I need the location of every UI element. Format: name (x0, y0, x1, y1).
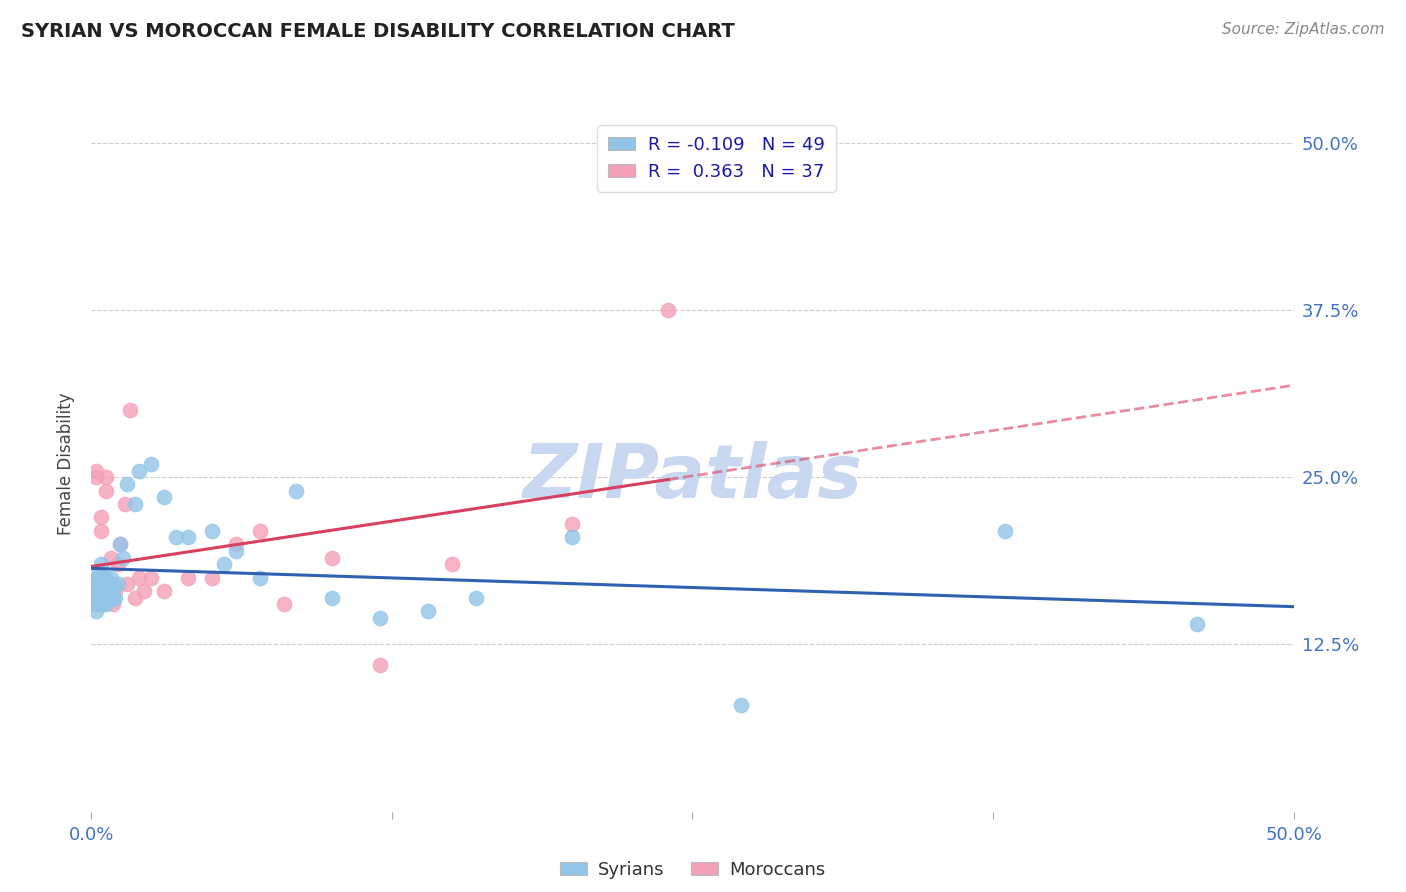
Point (94, 470, 117, 484)
Point (165, 530, 187, 544)
Point (93, 598, 115, 612)
Point (124, 591, 146, 605)
Point (128, 464, 150, 478)
Point (141, 457, 163, 471)
Point (201, 571, 224, 585)
Point (84, 604, 107, 618)
Legend: Syrians, Moroccans: Syrians, Moroccans (553, 854, 832, 886)
Point (249, 524, 271, 538)
Point (152, 491, 174, 505)
Point (90, 571, 112, 585)
Point (97, 577, 120, 591)
Text: Source: ZipAtlas.com: Source: ZipAtlas.com (1222, 22, 1385, 37)
Point (87, 591, 110, 605)
Point (90, 591, 112, 605)
Point (90, 557, 112, 572)
Point (134, 584, 156, 599)
Point (84, 470, 107, 484)
Point (176, 571, 198, 585)
Point (93, 571, 115, 585)
Point (94, 598, 117, 612)
Point (284, 483, 307, 498)
Point (93, 571, 115, 585)
Point (249, 571, 271, 585)
Point (118, 403, 141, 417)
Point (117, 577, 139, 591)
Point (94, 571, 117, 585)
Point (87, 564, 110, 578)
Point (87, 584, 110, 599)
Point (100, 584, 122, 599)
Point (368, 657, 391, 672)
Point (101, 591, 124, 605)
Point (225, 544, 247, 558)
Point (1187, 617, 1209, 632)
Point (117, 477, 139, 491)
Point (84, 571, 107, 585)
Point (97, 591, 120, 605)
Point (561, 517, 583, 532)
Point (83, 598, 105, 612)
Point (87, 571, 110, 585)
Point (83, 591, 105, 605)
Point (128, 571, 150, 585)
Point (97, 591, 120, 605)
Point (104, 584, 127, 599)
Point (321, 550, 343, 565)
Y-axis label: Female Disability: Female Disability (58, 392, 76, 535)
Point (100, 550, 122, 565)
Point (100, 571, 122, 585)
Point (90, 524, 112, 538)
Point (465, 591, 488, 605)
Point (212, 557, 235, 572)
Point (101, 598, 124, 612)
Point (83, 598, 105, 612)
Point (225, 537, 247, 551)
Point (152, 584, 174, 599)
Point (93, 584, 115, 599)
Point (114, 497, 136, 511)
Point (440, 557, 463, 572)
Point (321, 591, 343, 605)
Point (730, 698, 752, 712)
Point (94, 584, 117, 599)
Point (110, 537, 132, 551)
Point (84, 464, 107, 478)
Point (176, 530, 198, 544)
Point (994, 524, 1017, 538)
Point (90, 510, 112, 524)
Point (368, 611, 391, 625)
Point (97, 577, 120, 591)
Point (110, 537, 132, 551)
Point (87, 598, 110, 612)
Point (84, 584, 107, 599)
Point (107, 557, 129, 572)
Point (657, 303, 679, 318)
Point (111, 550, 134, 565)
Point (101, 577, 124, 591)
Point (83, 584, 105, 599)
Point (561, 530, 583, 544)
Point (93, 584, 115, 599)
Text: SYRIAN VS MOROCCAN FEMALE DISABILITY CORRELATION CHART: SYRIAN VS MOROCCAN FEMALE DISABILITY COR… (21, 22, 735, 41)
Point (124, 497, 146, 511)
Point (141, 571, 163, 585)
Point (104, 591, 127, 605)
Point (273, 598, 295, 612)
Point (107, 577, 129, 591)
Point (94, 483, 117, 498)
Text: ZIPatlas: ZIPatlas (523, 442, 862, 515)
Point (416, 604, 439, 618)
Point (87, 598, 110, 612)
Point (83, 577, 105, 591)
Point (201, 524, 224, 538)
